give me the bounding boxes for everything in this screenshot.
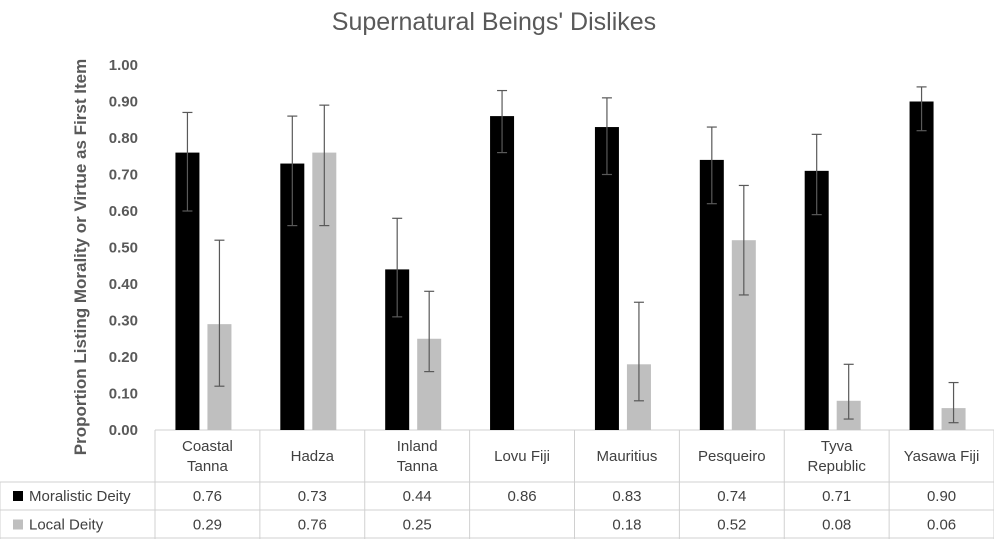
data-label: 0.83 [612, 488, 641, 505]
y-tick-label: 0.70 [109, 167, 138, 184]
data-label: 0.71 [822, 488, 851, 505]
data-label: 0.06 [927, 517, 956, 534]
data-label: 0.29 [193, 517, 222, 534]
data-table: Coastal Tanna Hadza Inland Tanna Lovu Fiji Mau… [13, 438, 979, 534]
y-tick-label: 0.50 [109, 240, 138, 257]
y-tick-label: 1.00 [109, 57, 138, 74]
y-tick-label: 0.60 [109, 203, 138, 220]
category-label: Pesqueiro [698, 448, 766, 465]
bar [909, 101, 934, 430]
data-label: 0.86 [507, 488, 536, 505]
data-label: 0.18 [612, 517, 641, 534]
data-label: 0.74 [717, 488, 746, 505]
category-label: Mauritius [597, 448, 658, 465]
data-label: 0.08 [822, 517, 851, 534]
legend-key [13, 519, 23, 530]
y-axis-label: Proportion Listing Morality or Virtue as… [71, 59, 90, 455]
bar [594, 127, 619, 431]
data-label: 0.76 [298, 517, 327, 534]
y-tick-label: 0.20 [109, 349, 138, 366]
category-label: Lovu Fiji [494, 448, 550, 465]
plot-area [175, 86, 966, 431]
bar [490, 116, 515, 430]
category-label: Hadza [291, 448, 335, 465]
legend-key [13, 491, 23, 501]
category-label: Yasawa Fiji [904, 448, 980, 465]
legend-label: Local Deity [29, 517, 104, 534]
legend-label: Moralistic Deity [29, 488, 131, 505]
y-tick-label: 0.40 [109, 276, 138, 293]
bar [699, 159, 724, 430]
data-label: 0.90 [927, 488, 956, 505]
category-label: Inland Tanna [397, 438, 439, 475]
y-tick-label: 0.90 [109, 94, 138, 111]
y-tick-label: 0.10 [109, 386, 138, 403]
data-label: 0.73 [298, 488, 327, 505]
category-label: Coastal Tanna [182, 438, 233, 475]
data-label: 0.76 [193, 488, 222, 505]
y-axis: 0.00 0.10 0.20 0.30 0.40 0.50 0.60 0.70 0.80 0.90… [109, 57, 138, 439]
y-tick-label: 0.00 [109, 422, 138, 439]
y-tick-label: 0.30 [109, 313, 138, 330]
data-label: 0.25 [403, 517, 432, 534]
category-label: Tyva Republic [808, 438, 867, 475]
chart-title: Supernatural Beings' Dislikes [332, 8, 656, 36]
data-label: 0.52 [717, 517, 746, 534]
y-tick-label: 0.80 [109, 130, 138, 147]
data-label: 0.44 [403, 488, 432, 505]
